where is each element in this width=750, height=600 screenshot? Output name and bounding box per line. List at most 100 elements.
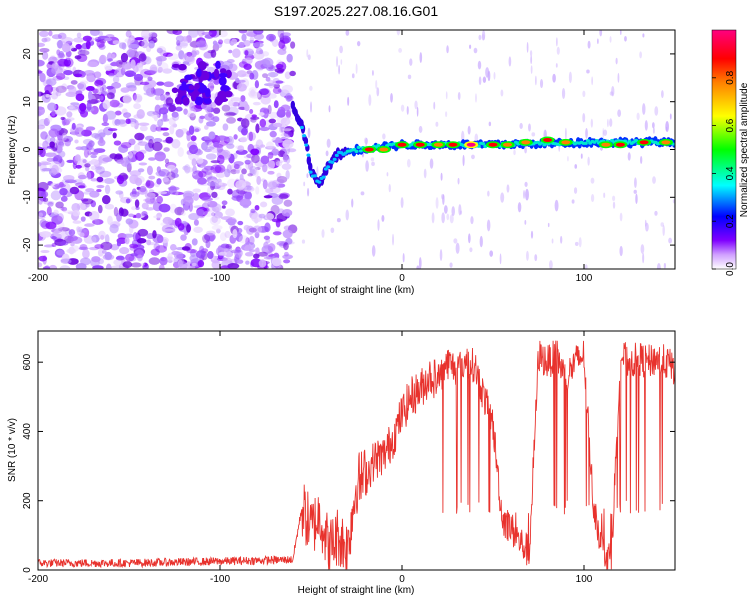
noise-blob [259, 118, 267, 128]
noise-blob [241, 168, 247, 175]
noise-blob [74, 154, 81, 162]
noise-blob [38, 70, 43, 74]
noise-blob [249, 165, 258, 175]
noise-blob [171, 111, 179, 118]
noise-blob [130, 262, 142, 268]
noise-streak [326, 138, 331, 148]
noise-blob [104, 251, 113, 260]
noise-blob [171, 112, 180, 122]
noise-streak [400, 104, 405, 112]
noise-blob [124, 70, 137, 77]
noise-blob [55, 91, 62, 97]
noise-blob [79, 80, 89, 85]
noise-blob [124, 237, 130, 245]
noise-blob [226, 138, 233, 143]
noise-streak [656, 262, 661, 269]
noise-streak [560, 235, 563, 244]
noise-blob [237, 145, 245, 152]
noise-blob [196, 68, 202, 78]
noise-blob [43, 117, 50, 127]
noise-blob [125, 198, 131, 204]
noise-streak [609, 36, 612, 43]
noise-streak [398, 47, 403, 53]
noise-blob [236, 259, 244, 264]
noise-streak [635, 193, 638, 205]
noise-blob [265, 251, 274, 260]
noise-blob [287, 148, 297, 153]
track-inner [321, 175, 326, 179]
noise-blob [211, 203, 222, 213]
noise-streak [652, 122, 655, 129]
noise-blob [74, 55, 82, 60]
noise-blob [178, 63, 187, 71]
noise-blob [171, 172, 179, 179]
noise-blob [169, 125, 175, 135]
noise-streak [529, 50, 533, 57]
noise-blob [113, 259, 123, 266]
noise-blob [190, 135, 197, 142]
noise-blob [240, 95, 246, 102]
noise-blob [100, 241, 113, 251]
noise-streak [524, 219, 527, 225]
noise-blob [140, 262, 145, 266]
noise-blob [281, 209, 293, 217]
noise-streak [306, 173, 309, 179]
colorbar: 0.0 0.2 0.4 0.6 0.8 Normalized spectral ampl… [711, 29, 750, 276]
noise-blob [225, 243, 232, 250]
noise-streak [519, 122, 523, 129]
noise-blob [232, 228, 238, 239]
noise-blob [155, 245, 168, 253]
noise-streak [513, 149, 516, 156]
noise-streak [433, 101, 436, 110]
noise-blob [168, 185, 177, 195]
colorbar-gradient [711, 29, 737, 270]
noise-streak [639, 51, 642, 59]
noise-streak [582, 112, 586, 123]
noise-streak [347, 96, 350, 106]
noise-blob [106, 92, 115, 100]
noise-blob [60, 241, 69, 246]
y-tick-label: 400 [22, 423, 33, 440]
noise-blob [75, 93, 85, 102]
noise-blob [213, 141, 220, 148]
track-inner [376, 143, 381, 147]
noise-blob [193, 219, 199, 226]
noise-blob [163, 81, 174, 88]
noise-streak [376, 87, 380, 97]
noise-blob [116, 119, 126, 125]
noise-blob [151, 112, 160, 119]
noise-blob [194, 96, 204, 106]
noise-blob [51, 66, 63, 75]
noise-streak [642, 103, 646, 115]
noise-blob [49, 141, 55, 148]
chart-title: S197.2025.227.08.16.G01 [274, 3, 438, 19]
noise-blob [263, 195, 273, 199]
noise-blob [97, 84, 103, 94]
noise-streak [435, 121, 439, 127]
noise-blob [96, 184, 105, 189]
noise-blob [63, 70, 73, 76]
noise-streak [445, 91, 448, 100]
noise-blob [157, 119, 164, 127]
noise-streak [665, 126, 668, 131]
noise-streak [530, 230, 534, 239]
noise-blob [182, 96, 190, 106]
noise-blob [137, 228, 149, 237]
noise-blob [90, 178, 98, 182]
x-tick-label: -200 [28, 273, 48, 284]
noise-blob [98, 230, 106, 240]
noise-blob [199, 115, 205, 120]
noise-blob [272, 122, 283, 128]
noise-blob [125, 218, 134, 225]
noise-blob [223, 111, 236, 117]
noise-blob [250, 208, 256, 214]
noise-blob [192, 188, 201, 193]
colorbar-tick-label: 0.4 [725, 166, 736, 180]
noise-blob [130, 253, 138, 257]
noise-blob [211, 191, 218, 198]
noise-blob [196, 209, 205, 217]
noise-streak [440, 172, 443, 181]
noise-streak [429, 158, 434, 169]
noise-blob [82, 249, 90, 259]
noise-streak [590, 177, 595, 184]
